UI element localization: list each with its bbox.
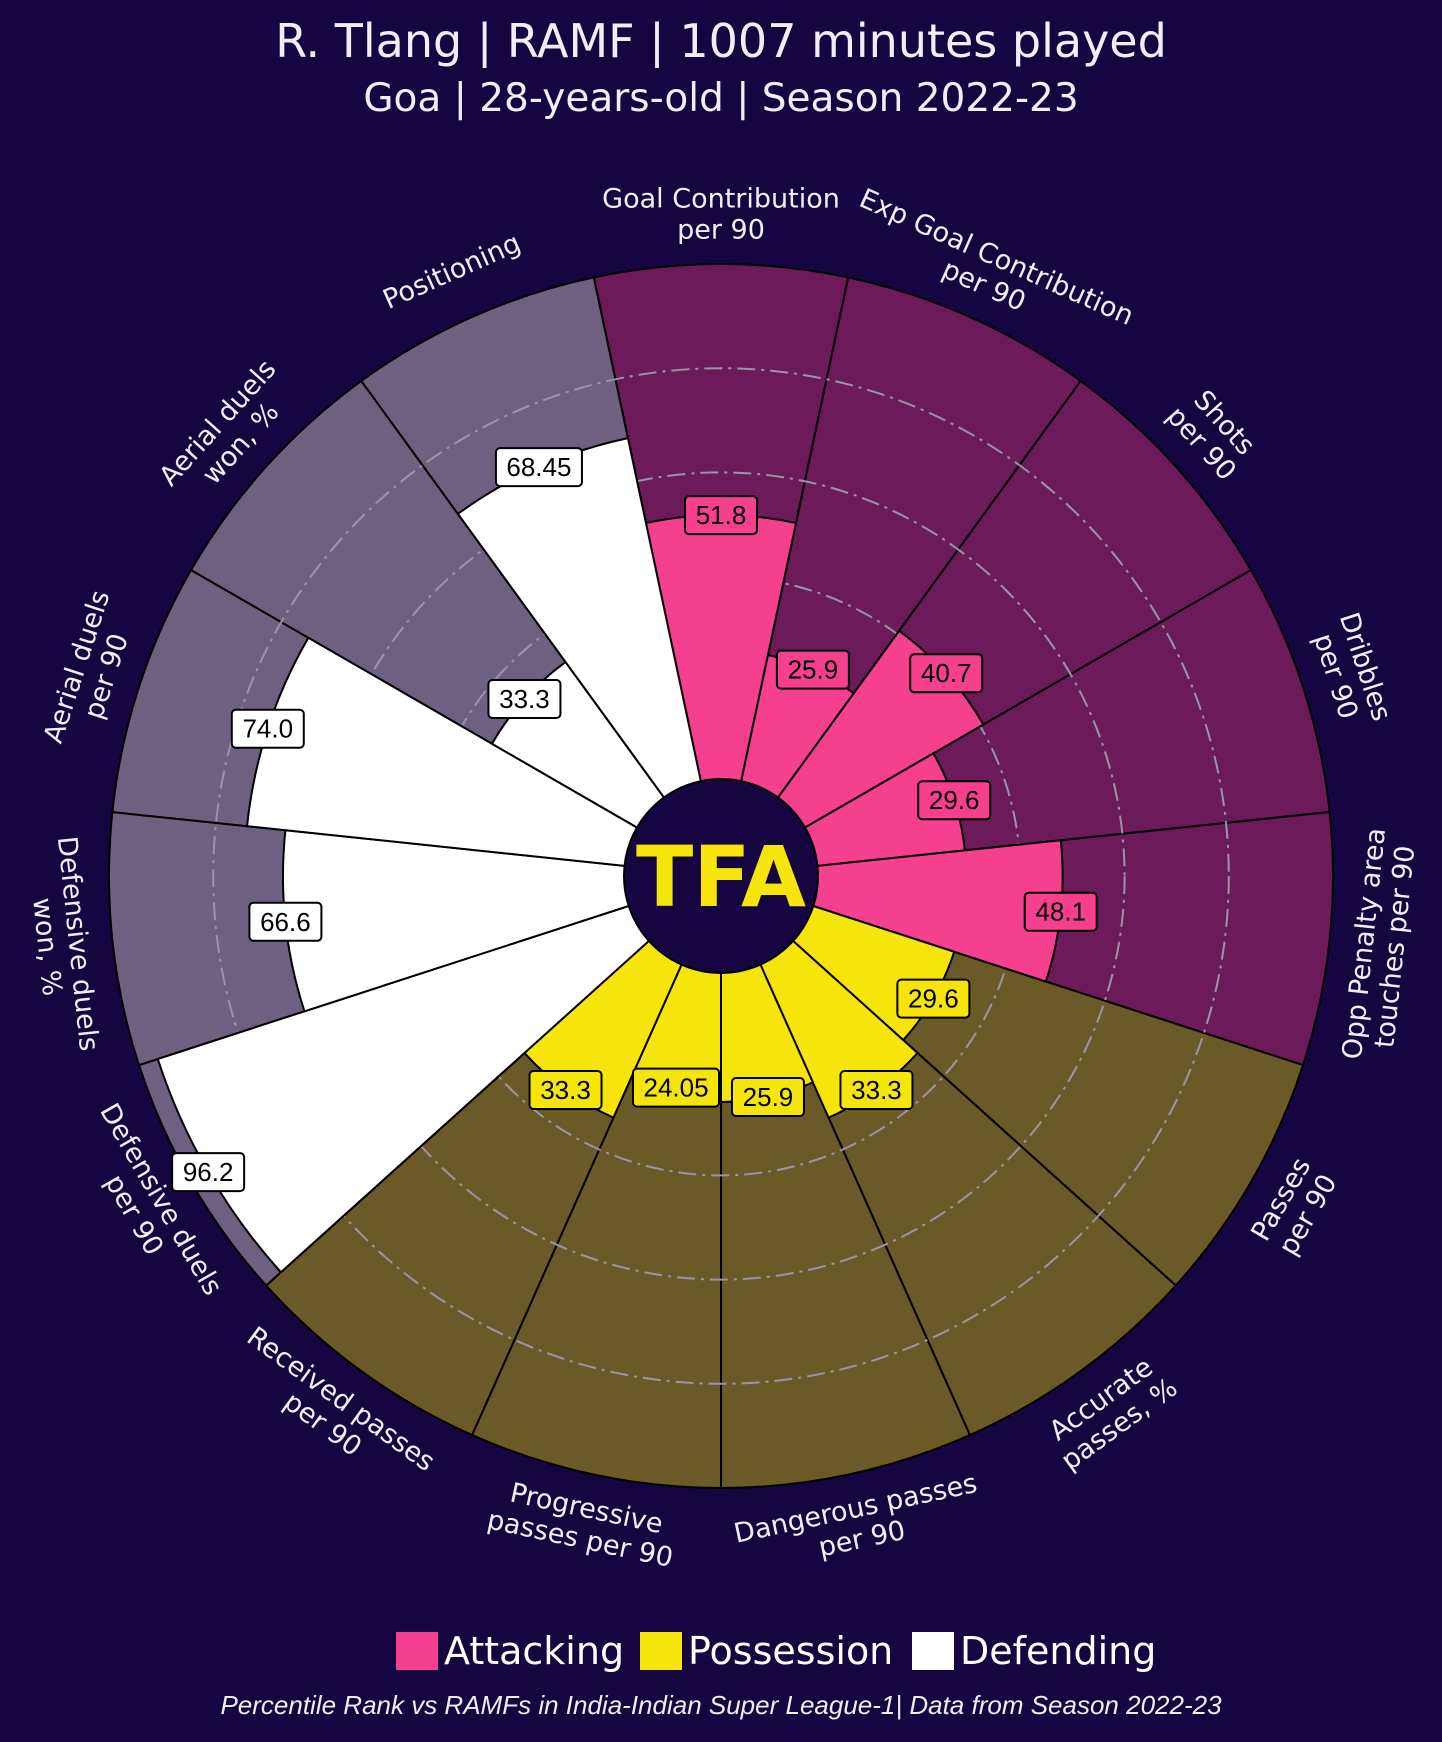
value-label-text: 96.2 (183, 1157, 234, 1187)
chart-subtitle: Goa | 28-years-old | Season 2022-23 (363, 76, 1079, 121)
param-label: Defensive duelswon, % (20, 835, 104, 1056)
value-label: 25.9 (775, 649, 850, 690)
value-label-text: 29.6 (908, 984, 959, 1014)
param-label: Progressivepasses per 90 (484, 1474, 682, 1574)
legend-item-possession: Possession (640, 1629, 894, 1673)
value-label: 66.6 (248, 901, 323, 942)
value-label-text: 33.3 (540, 1075, 591, 1105)
param-label: Positioning (379, 228, 526, 316)
tfa-logo: TFA (636, 828, 806, 926)
legend-swatch-possession (640, 1632, 682, 1670)
value-label-box (248, 901, 323, 942)
value-label: 48.1 (1023, 891, 1098, 932)
value-label: 51.8 (684, 495, 758, 536)
value-label-box (528, 1069, 603, 1110)
value-label-text: 33.3 (499, 684, 550, 714)
param-label-line: Positioning (379, 228, 526, 316)
value-label-box (171, 1152, 246, 1193)
value-label-text: 25.9 (788, 655, 839, 685)
value-label-box (1023, 891, 1098, 932)
value-label-text: 24.05 (643, 1073, 708, 1103)
value-label-text: 66.6 (260, 907, 311, 937)
gridline-circle (212, 367, 1230, 1385)
value-label-text: 48.1 (1035, 897, 1086, 927)
value-label-box (909, 653, 984, 694)
value-label: 29.6 (896, 978, 971, 1019)
legend-label: Possession (688, 1629, 894, 1673)
param-label-line: Goal Contribution (602, 184, 840, 215)
legend-swatch-defending (912, 1632, 954, 1670)
param-label: Goal Contribution per 90 (602, 184, 840, 246)
footnote: Percentile Rank vs RAMFs in India-Indian… (220, 1690, 1222, 1720)
value-label-text: 51.8 (696, 500, 747, 530)
value-label-text: 40.7 (921, 658, 972, 688)
value-label-box (917, 780, 992, 821)
param-label: Passesper 90 (1245, 1153, 1344, 1262)
value-label-text: 29.6 (929, 785, 980, 815)
value-label: 24.05 (632, 1067, 721, 1108)
center-circle (623, 778, 819, 974)
chart-title: R. Tlang | RAMF | 1007 minutes played (275, 14, 1167, 68)
value-label: 33.3 (839, 1069, 914, 1110)
param-label: Opp Penalty areatouches per 90 (1337, 826, 1423, 1064)
value-label: 68.45 (494, 447, 583, 488)
value-label-box (632, 1067, 721, 1108)
value-label-box (839, 1069, 914, 1110)
value-label: 33.3 (487, 679, 562, 720)
value-label: 25.9 (730, 1077, 805, 1118)
legend-label: Defending (960, 1629, 1157, 1673)
value-label-box (494, 447, 583, 488)
param-label: Dribblesper 90 (1303, 609, 1397, 735)
value-label-text: 25.9 (743, 1082, 794, 1112)
value-label-text: 74.0 (242, 714, 293, 744)
value-label-box (684, 495, 758, 536)
value-label-box (730, 1077, 805, 1118)
legend-label: Attacking (444, 1629, 625, 1673)
value-label: 29.6 (917, 780, 992, 821)
value-label: 33.3 (528, 1069, 603, 1110)
legend-item-attacking: Attacking (396, 1629, 625, 1673)
value-label: 74.0 (230, 708, 305, 749)
value-label-box (230, 708, 305, 749)
value-label-box (775, 649, 850, 690)
value-label: 40.7 (909, 653, 984, 694)
value-label-box (896, 978, 971, 1019)
legend-swatch-attacking (396, 1632, 438, 1670)
value-label-text: 68.45 (506, 452, 571, 482)
value-label-text: 33.3 (851, 1075, 902, 1105)
value-label: 96.2 (171, 1152, 246, 1193)
legend-item-defending: Defending (912, 1629, 1157, 1673)
param-label-line: per 90 (677, 215, 765, 246)
value-label-box (487, 679, 562, 720)
